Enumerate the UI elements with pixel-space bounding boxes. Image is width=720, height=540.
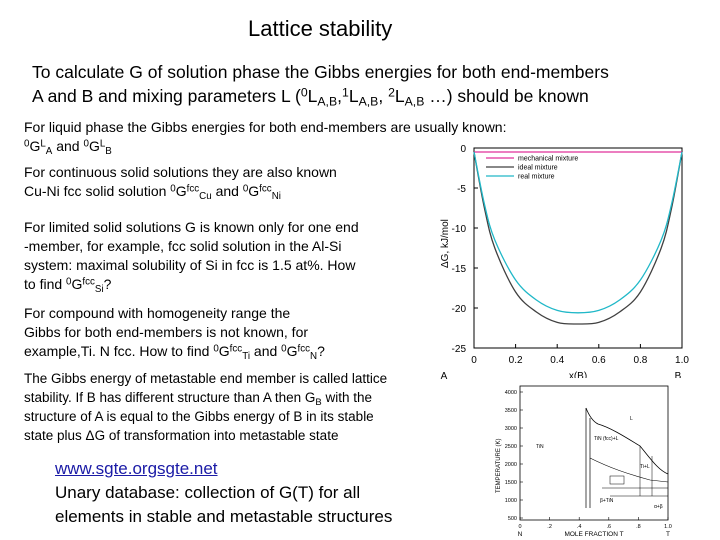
y-tick-label: -5 — [457, 184, 466, 195]
series-line-2 — [473, 151, 683, 314]
phase-y-tick-label: 1000 — [505, 498, 517, 504]
sgte-link[interactable]: www.sgte.orgsgte.net — [55, 459, 218, 478]
liquid-paragraph: For liquid phase the Gibbs energies for … — [24, 119, 507, 157]
legend-entry: ideal mixture — [518, 165, 558, 172]
y-tick-label: -20 — [452, 304, 467, 315]
x-tick-label: 0.2 — [509, 355, 523, 366]
footer: www.sgte.orgsgte.net Unary database: col… — [55, 457, 392, 529]
compound-paragraph: For compound with homogeneity range the … — [24, 305, 325, 362]
legend-entry: real mixture — [518, 174, 555, 181]
y-axis-label: ΔG, kJ/mol — [440, 219, 451, 268]
x-tick-label: 0.6 — [592, 355, 606, 366]
intro-line-2: A and B and mixing parameters L (0LA,B,1… — [32, 85, 589, 109]
intro-line-1: To calculate G of solution phase the Gib… — [32, 62, 609, 82]
phase-end-n: N — [518, 531, 523, 538]
x-axis-label: x(B) — [569, 371, 587, 382]
phase-region-label: TiN — [536, 444, 544, 450]
phase-y-tick-label: 3000 — [505, 426, 517, 432]
x-tick-label: 1.0 — [675, 355, 689, 366]
horizontal-lines — [602, 487, 668, 497]
phase-region-label: TiN (fcc)+L — [594, 436, 619, 442]
tin-boundary — [585, 408, 591, 508]
phase-x-tick-label: 0 — [518, 524, 521, 530]
phase-end-t: T — [666, 531, 670, 538]
phase-region-label: Ti+L — [640, 464, 650, 470]
ti-n-phase-diagram: 4000 3500 3000 2500 2000 1500 1000 500 0 .2 .4 .6.… — [490, 378, 690, 538]
phase-y-label: TEMPERATURE (K) — [496, 438, 502, 493]
gibbs-energy-chart: 0 -5 -10 -15 -20 -25 0 0.2 0.4 0.6 0.8 1.0 mechani… — [440, 144, 689, 382]
tin-box — [609, 475, 625, 485]
phase-x-tick-label: .6 — [607, 524, 612, 530]
y-tick-label: -10 — [452, 224, 467, 235]
phase-x-tick-label: .2 — [547, 524, 552, 530]
footer-line-2: Unary database: collection of G(T) for a… — [55, 483, 361, 502]
phase-y-tick-label: 500 — [508, 516, 517, 522]
end-label-a: A — [441, 371, 448, 382]
phase-x-tick-label: .4 — [577, 524, 582, 530]
phase-x-tick-label: 1.0 — [664, 524, 672, 530]
phase-region-label: β+TiN — [600, 498, 614, 504]
continuous-paragraph: For continuous solid solutions they are … — [24, 164, 337, 202]
phase-region-label: α+β — [654, 504, 663, 510]
phase-y-tick-label: 2500 — [505, 444, 517, 450]
phase-x-label: MOLE FRACTION T — [564, 531, 623, 538]
limited-paragraph: For limited solid solutions G is known o… — [24, 219, 359, 295]
footer-line-3: elements in stable and metastable struct… — [55, 507, 393, 526]
phase-y-tick-label: 3500 — [505, 408, 517, 414]
metastable-paragraph: The Gibbs energy of metastable end membe… — [24, 371, 388, 443]
phase-region-label: L — [630, 416, 633, 422]
series-line-1 — [473, 151, 683, 325]
legend-entry: mechanical mixture — [518, 156, 578, 163]
phase-x-tick-label: .8 — [636, 524, 641, 530]
x-tick-label: 0.8 — [633, 355, 647, 366]
phase-frame — [519, 385, 669, 521]
y-tick-label: 0 — [460, 144, 466, 155]
end-label-b: B — [675, 371, 682, 382]
liquidus-curve — [585, 407, 669, 475]
x-tick-label: 0.4 — [550, 355, 564, 366]
y-tick-label: -25 — [452, 344, 467, 355]
y-tick-label: -15 — [452, 264, 467, 275]
phase-y-tick-label: 2000 — [505, 462, 517, 468]
phase-y-tick-label: 4000 — [505, 390, 517, 396]
page-title: Lattice stability — [248, 16, 393, 41]
solvus-curve — [589, 457, 669, 483]
vertical-lines — [639, 446, 653, 496]
phase-y-tick-label: 1500 — [505, 480, 517, 486]
plot-frame — [473, 147, 683, 349]
x-tick-label: 0 — [471, 355, 477, 366]
